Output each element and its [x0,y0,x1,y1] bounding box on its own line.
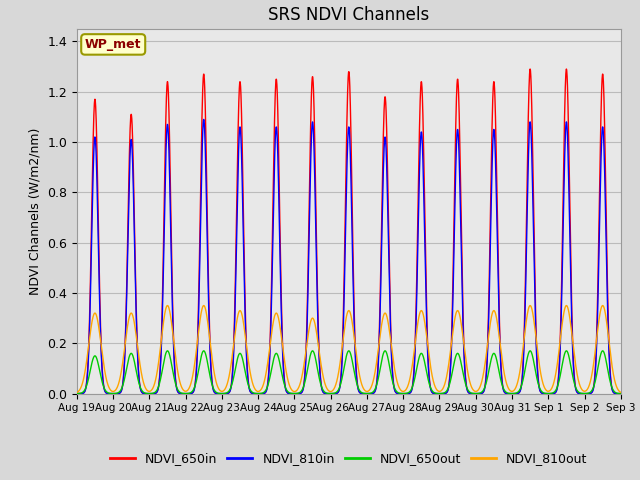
Title: SRS NDVI Channels: SRS NDVI Channels [268,6,429,24]
Legend: NDVI_650in, NDVI_810in, NDVI_650out, NDVI_810out: NDVI_650in, NDVI_810in, NDVI_650out, NDV… [105,447,593,470]
Y-axis label: NDVI Channels (W/m2/nm): NDVI Channels (W/m2/nm) [29,128,42,295]
Text: WP_met: WP_met [85,38,141,51]
